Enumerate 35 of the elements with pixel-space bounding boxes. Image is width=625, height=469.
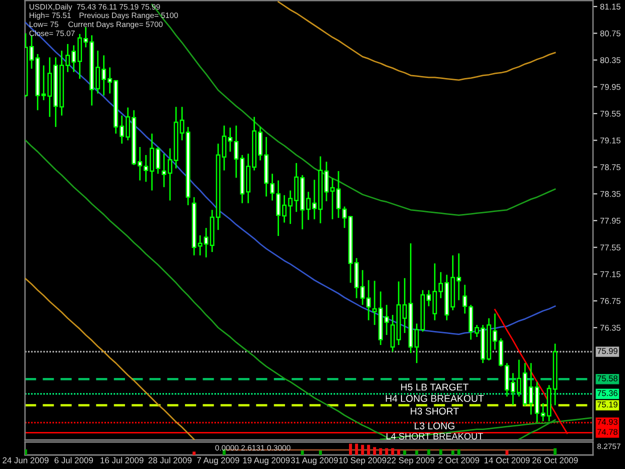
ref-line-label: 75.36 — [597, 390, 618, 396]
x-tick-label: 7 Aug 2009 — [197, 457, 240, 465]
x-tick-label: 19 Aug 2009 — [243, 457, 290, 465]
y-tick-label: 77.15 — [600, 271, 620, 278]
y-tick-label: 80.35 — [600, 57, 620, 64]
x-tick-label: 14 Oct 2009 — [484, 457, 530, 464]
x-tick-label: 28 Jul 2009 — [148, 457, 192, 464]
x-tick-label: 31 Aug 2009 — [290, 457, 338, 465]
y-tick-label: 79.95 — [600, 84, 620, 90]
y-tick-label: 76.35 — [600, 324, 620, 331]
x-tick-label: 10 Sep 2009 — [339, 457, 386, 465]
y-tick-label: 79.15 — [600, 138, 620, 144]
ref-line-label: 75.58 — [597, 375, 618, 382]
annotation: H4 LONG BREAKOUT — [386, 395, 484, 402]
ref-line-label: 74.93 — [597, 418, 618, 425]
x-tick-label: 22 Sep 2009 — [387, 457, 434, 465]
x-tick-label: 2 Oct 2009 — [438, 457, 480, 464]
annotation: H5 LB TARGET — [401, 384, 468, 391]
annotation: H3 SHORT — [410, 408, 459, 415]
y-tick-label: 77.95 — [600, 218, 620, 224]
x-tick-label: 6 Jul 2009 — [54, 457, 93, 464]
ref-line-label: 75.19 — [597, 402, 618, 408]
y-tick-label: 79.55 — [600, 110, 620, 117]
y-tick-label: 76.75 — [600, 298, 620, 304]
y-tick-label: 81.15 — [600, 4, 620, 10]
ref-line-label: 75.99 — [597, 348, 618, 354]
annotation: L3 LONG — [414, 422, 454, 430]
x-tick-label: 26 Oct 2009 — [532, 457, 578, 464]
y-tick-label: 78.75 — [600, 164, 620, 170]
ref-line-label: 74.78 — [597, 428, 618, 435]
x-tick-label: 16 Jul 2009 — [100, 457, 144, 464]
x-tick-label: 24 Jun 2009 — [2, 457, 49, 464]
y-tick-label: 80.75 — [600, 30, 620, 36]
y-tick-label: 78.35 — [600, 191, 620, 197]
y-tick-label: 77.55 — [600, 244, 620, 250]
